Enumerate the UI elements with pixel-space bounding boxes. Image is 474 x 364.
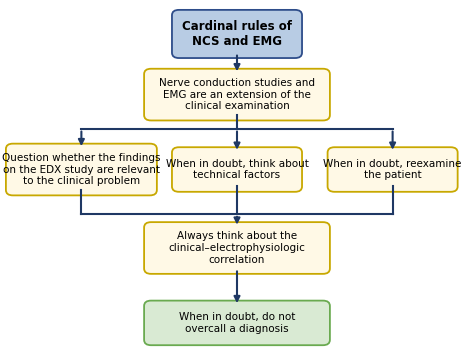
FancyBboxPatch shape [144, 222, 330, 274]
FancyBboxPatch shape [172, 10, 302, 58]
Text: When in doubt, do not
overcall a diagnosis: When in doubt, do not overcall a diagnos… [179, 312, 295, 334]
FancyBboxPatch shape [328, 147, 457, 192]
FancyBboxPatch shape [144, 69, 330, 120]
FancyBboxPatch shape [6, 144, 157, 195]
Text: When in doubt, think about
technical factors: When in doubt, think about technical fac… [165, 159, 309, 180]
FancyBboxPatch shape [172, 147, 302, 192]
Text: Question whether the findings
on the EDX study are relevant
to the clinical prob: Question whether the findings on the EDX… [2, 153, 161, 186]
Text: When in doubt, reexamine
the patient: When in doubt, reexamine the patient [323, 159, 462, 180]
Text: Always think about the
clinical–electrophysiologic
correlation: Always think about the clinical–electrop… [169, 232, 305, 265]
Text: Cardinal rules of
NCS and EMG: Cardinal rules of NCS and EMG [182, 20, 292, 48]
Text: Nerve conduction studies and
EMG are an extension of the
clinical examination: Nerve conduction studies and EMG are an … [159, 78, 315, 111]
FancyBboxPatch shape [144, 301, 330, 345]
